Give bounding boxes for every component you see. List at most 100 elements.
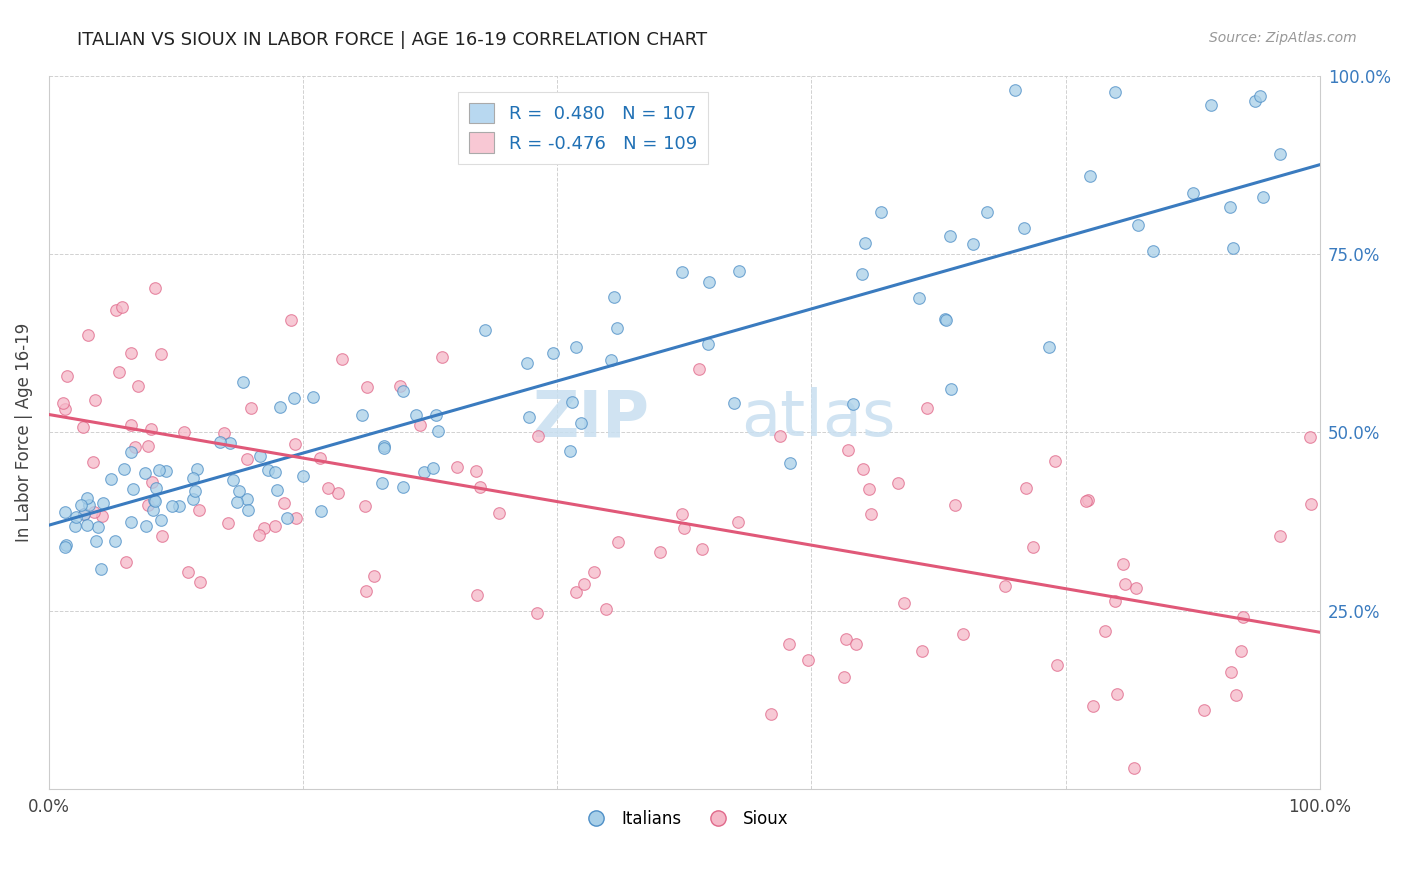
Point	[73, 507, 96, 521]
Point	[893, 596, 915, 610]
Point	[1301, 496, 1323, 510]
Point	[354, 499, 377, 513]
Point	[104, 533, 127, 548]
Point	[603, 289, 626, 303]
Point	[468, 480, 491, 494]
Point	[887, 475, 910, 490]
Point	[208, 434, 231, 449]
Point	[143, 494, 166, 508]
Point	[1125, 581, 1147, 595]
Point	[354, 584, 377, 599]
Point	[851, 267, 873, 281]
Point	[104, 303, 127, 318]
Point	[217, 516, 239, 530]
Point	[145, 281, 167, 295]
Point	[422, 461, 444, 475]
Point	[212, 426, 235, 441]
Point	[91, 496, 114, 510]
Point	[77, 498, 100, 512]
Point	[935, 313, 957, 327]
Point	[309, 451, 332, 466]
Point	[276, 510, 298, 524]
Point	[120, 346, 142, 360]
Point	[869, 204, 891, 219]
Point	[160, 500, 183, 514]
Point	[728, 263, 751, 277]
Point	[527, 428, 550, 442]
Point	[796, 653, 818, 667]
Point	[427, 424, 450, 438]
Point	[832, 670, 855, 684]
Point	[235, 452, 257, 467]
Point	[778, 637, 800, 651]
Point	[696, 336, 718, 351]
Point	[561, 394, 583, 409]
Point	[236, 502, 259, 516]
Point	[1222, 241, 1244, 255]
Point	[150, 513, 173, 527]
Point	[1244, 94, 1267, 108]
Point	[1199, 97, 1222, 112]
Point	[186, 462, 208, 476]
Point	[852, 462, 875, 476]
Y-axis label: In Labor Force | Age 16-19: In Labor Force | Age 16-19	[15, 323, 32, 542]
Point	[188, 503, 211, 517]
Point	[53, 540, 76, 554]
Point	[292, 468, 315, 483]
Point	[1077, 493, 1099, 508]
Point	[232, 376, 254, 390]
Point	[915, 401, 938, 415]
Point	[73, 508, 96, 522]
Point	[939, 229, 962, 244]
Point	[83, 505, 105, 519]
Point	[121, 515, 143, 529]
Point	[239, 401, 262, 415]
Point	[249, 449, 271, 463]
Point	[1076, 494, 1098, 508]
Point	[1232, 610, 1254, 624]
Point	[371, 475, 394, 490]
Point	[671, 507, 693, 521]
Point	[943, 498, 966, 512]
Point	[177, 565, 200, 579]
Point	[934, 312, 956, 326]
Point	[1219, 200, 1241, 214]
Point	[373, 441, 395, 455]
Point	[564, 585, 586, 599]
Point	[1249, 89, 1271, 103]
Point	[474, 323, 496, 337]
Point	[1111, 557, 1133, 571]
Point	[952, 626, 974, 640]
Point	[76, 491, 98, 505]
Point	[87, 520, 110, 534]
Point	[1225, 688, 1247, 702]
Point	[467, 588, 489, 602]
Point	[565, 340, 588, 354]
Point	[432, 351, 454, 365]
Point	[526, 606, 548, 620]
Point	[845, 637, 868, 651]
Point	[488, 506, 510, 520]
Point	[107, 365, 129, 379]
Point	[1114, 577, 1136, 591]
Point	[1004, 83, 1026, 97]
Point	[543, 346, 565, 360]
Text: ITALIAN VS SIOUX IN LABOR FORCE | AGE 16-19 CORRELATION CHART: ITALIAN VS SIOUX IN LABOR FORCE | AGE 16…	[77, 31, 707, 49]
Point	[356, 380, 378, 394]
Text: atlas: atlas	[741, 387, 896, 449]
Point	[309, 504, 332, 518]
Point	[83, 392, 105, 407]
Point	[124, 440, 146, 454]
Point	[143, 493, 166, 508]
Point	[253, 520, 276, 534]
Point	[269, 400, 291, 414]
Point	[120, 417, 142, 432]
Point	[350, 408, 373, 422]
Point	[690, 542, 713, 557]
Point	[650, 545, 672, 559]
Point	[835, 632, 858, 646]
Point	[516, 356, 538, 370]
Point	[392, 384, 415, 398]
Point	[1015, 481, 1038, 495]
Point	[1104, 594, 1126, 608]
